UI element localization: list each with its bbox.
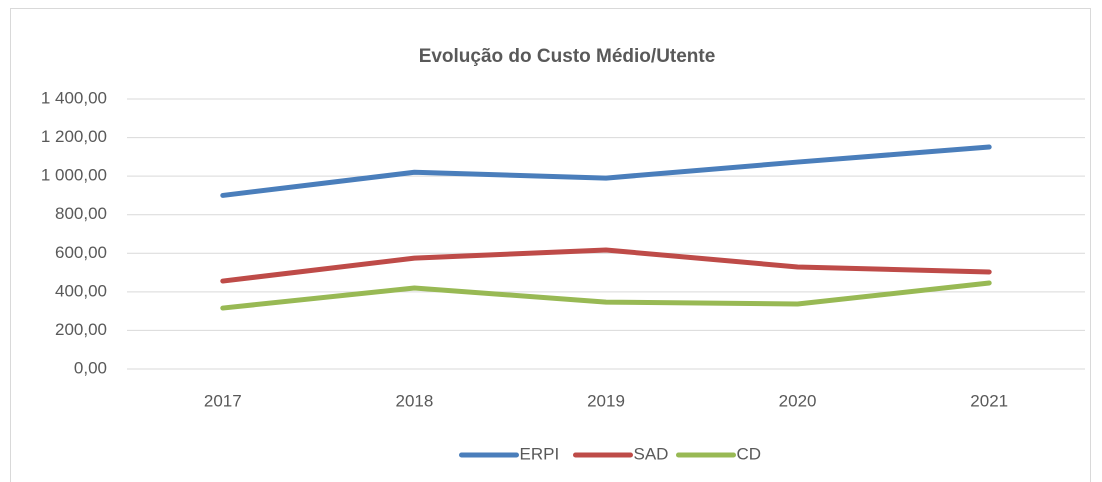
x-tick-label: 2020	[779, 391, 817, 410]
legend-label: CD	[737, 444, 762, 463]
x-tick-label: 2017	[204, 391, 242, 410]
series-line	[220, 247, 992, 284]
y-tick-label: 800,00	[55, 204, 107, 223]
legend-label: ERPI	[520, 444, 560, 463]
legend-label: SAD	[634, 444, 669, 463]
y-tick-label: 200,00	[55, 320, 107, 339]
chart-frame	[10, 8, 1091, 482]
x-tick-label: 2021	[970, 391, 1008, 410]
y-tick-label: 0,00	[74, 358, 107, 377]
y-tick-label: 400,00	[55, 281, 107, 300]
series-line	[220, 280, 992, 311]
y-tick-label: 1 400,00	[41, 88, 107, 107]
x-tick-label: 2018	[395, 391, 433, 410]
y-tick-label: 1 000,00	[41, 166, 107, 185]
x-tick-label: 2019	[587, 391, 625, 410]
series-line	[220, 144, 992, 198]
y-tick-label: 600,00	[55, 243, 107, 262]
chart-title: Evolução do Custo Médio/Utente	[419, 46, 716, 67]
y-tick-label: 1 200,00	[41, 127, 107, 146]
